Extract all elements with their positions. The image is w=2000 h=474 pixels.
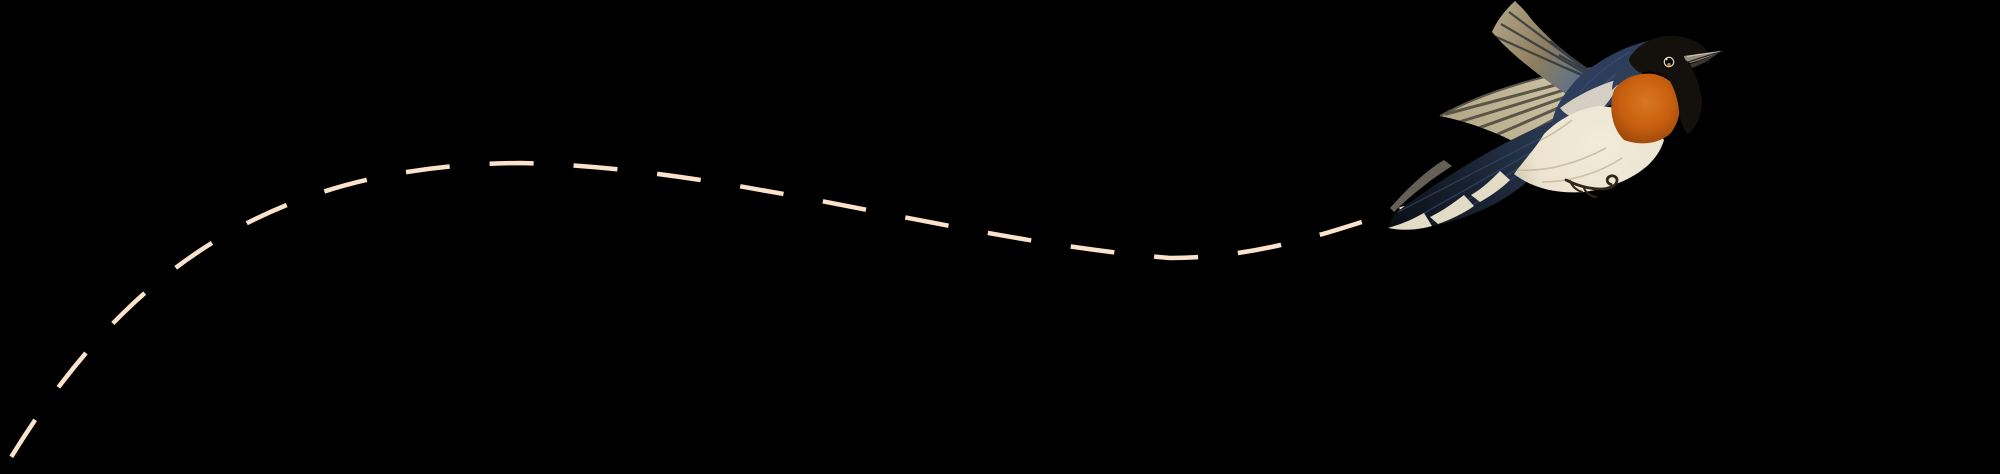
tail-white-tips <box>1388 171 1510 230</box>
scapular-patch <box>1560 80 1618 120</box>
tail <box>1388 112 1578 230</box>
tail-pale-edge <box>1390 160 1452 212</box>
tail-shape <box>1388 112 1578 229</box>
beak-lower <box>1690 52 1719 68</box>
feet <box>1564 174 1619 199</box>
eye <box>1662 55 1676 69</box>
head-mask <box>1629 35 1711 134</box>
flight-path <box>0 160 1406 474</box>
throat-bib <box>1611 73 1680 144</box>
beak <box>1684 51 1722 68</box>
bird-illustration <box>1388 1 1722 230</box>
